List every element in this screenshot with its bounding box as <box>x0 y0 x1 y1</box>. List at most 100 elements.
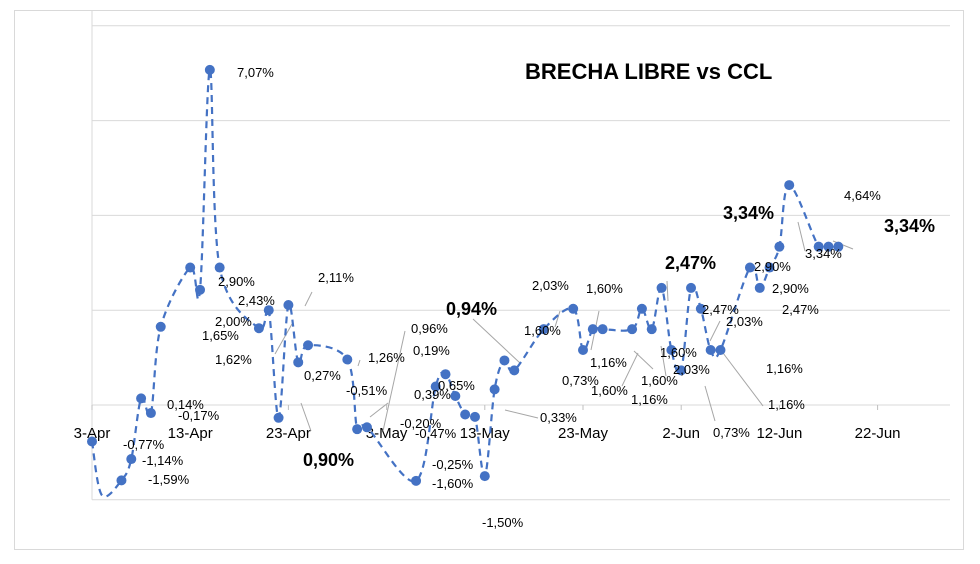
data-point <box>253 323 264 334</box>
data-point <box>695 303 706 314</box>
data-label: 0,27% <box>304 368 341 383</box>
x-tick-label: 13-Apr <box>168 425 213 442</box>
data-point <box>774 241 785 252</box>
data-point <box>489 384 500 395</box>
label-leader-line <box>660 345 667 377</box>
data-label: 2,03% <box>673 362 710 377</box>
data-point <box>283 299 294 310</box>
label-leader-line <box>666 280 669 302</box>
data-label: -0,25% <box>432 457 474 472</box>
data-point <box>578 345 588 356</box>
data-label: -0,20% <box>400 416 442 431</box>
label-leader-line <box>304 291 313 307</box>
x-tick-label: 3-Apr <box>74 425 111 442</box>
data-point <box>764 262 775 273</box>
data-label: 3,34% <box>723 203 774 223</box>
series-points <box>87 64 844 486</box>
data-point <box>145 408 156 419</box>
data-point <box>185 262 196 273</box>
data-point <box>195 284 206 295</box>
data-label: 4,64% <box>844 188 881 203</box>
label-leader-line <box>369 402 389 418</box>
label-leader-line <box>633 350 654 370</box>
data-point <box>833 241 844 252</box>
data-label: -0,77% <box>123 437 165 452</box>
data-point <box>293 357 304 368</box>
data-point <box>126 454 137 465</box>
data-label: 2,90% <box>218 274 255 289</box>
data-point <box>87 436 97 447</box>
label-leader-line <box>709 320 721 342</box>
label-leader-line <box>797 221 806 252</box>
data-label: 0,73% <box>562 373 599 388</box>
data-point <box>499 355 510 366</box>
data-label: 2,47% <box>702 302 739 317</box>
chart-title: BRECHA LIBRE vs CCL <box>525 59 772 84</box>
data-label: 1,62% <box>215 352 252 367</box>
data-point <box>411 475 422 486</box>
data-label: 2,43% <box>238 293 275 308</box>
data-point <box>116 475 127 486</box>
data-point <box>705 345 716 356</box>
data-label: 2,47% <box>665 253 716 273</box>
data-point <box>587 324 598 335</box>
data-label: 1,60% <box>641 373 678 388</box>
data-label: -0,17% <box>178 408 220 423</box>
label-leader-line <box>357 359 361 367</box>
data-point <box>342 354 353 365</box>
data-label: 0,65% <box>438 378 475 393</box>
data-label: -0,51% <box>346 383 388 398</box>
data-point <box>636 303 647 314</box>
data-point <box>686 282 697 293</box>
data-label: 1,60% <box>660 345 697 360</box>
data-point <box>214 262 225 273</box>
data-label: 2,00% <box>215 314 252 329</box>
label-leader-line <box>382 330 406 432</box>
data-point <box>656 282 667 293</box>
data-point <box>627 324 638 335</box>
x-axis-ticks: 3-Apr 13-Apr 23-Apr 3-May 13-May 23-May 2-Jun 1… <box>74 405 901 442</box>
data-point <box>479 471 490 482</box>
data-point <box>509 365 520 376</box>
data-point <box>303 340 314 351</box>
gridlines <box>91 2 950 501</box>
data-point <box>715 345 726 356</box>
data-label: 1,60% <box>524 323 561 338</box>
data-label: 2,47% <box>782 302 819 317</box>
label-leader-lines <box>274 221 854 432</box>
data-label: 1,60% <box>586 281 623 296</box>
data-label: -1,50% <box>482 515 524 530</box>
label-leader-line <box>300 402 312 432</box>
x-tick-label: 22-Jun <box>855 425 901 442</box>
label-leader-line <box>704 385 716 422</box>
data-label: 7,07% <box>237 65 274 80</box>
data-point <box>204 64 215 75</box>
label-leader-line <box>719 348 764 407</box>
data-point <box>430 381 441 392</box>
chart-frame: 3-Apr 13-Apr 23-Apr 3-May 13-May 23-May 2-Jun 1… <box>14 2 964 550</box>
data-label: 0,96% <box>411 321 448 336</box>
data-label: 1,16% <box>631 392 668 407</box>
x-tick-label: 12-Jun <box>756 425 802 442</box>
data-label: 2,03% <box>532 278 569 293</box>
x-tick-label: 2-Jun <box>662 425 700 442</box>
data-point <box>744 262 755 273</box>
data-point <box>646 324 657 335</box>
data-label: -1,14% <box>142 453 184 468</box>
x-tick-label: 23-Apr <box>266 425 311 442</box>
data-label: 2,90% <box>754 259 791 274</box>
data-label: -0,47% <box>415 426 457 441</box>
data-label: 0,19% <box>413 343 450 358</box>
data-point <box>469 411 480 422</box>
x-tick-label: 13-May <box>460 425 511 442</box>
x-tick-label: 3-May <box>366 425 408 442</box>
data-labels: -0,77% -1,59% -1,14% 0,14%-0,17% 1,65% 2,90% 2… <box>123 65 935 530</box>
label-leader-line <box>472 318 521 364</box>
data-point <box>460 409 471 420</box>
data-label: 2,03% <box>726 314 763 329</box>
data-point <box>136 393 147 404</box>
data-label: 0,39% <box>414 387 451 402</box>
data-point <box>784 180 795 191</box>
data-point <box>666 345 677 356</box>
label-leader-line <box>504 409 539 419</box>
